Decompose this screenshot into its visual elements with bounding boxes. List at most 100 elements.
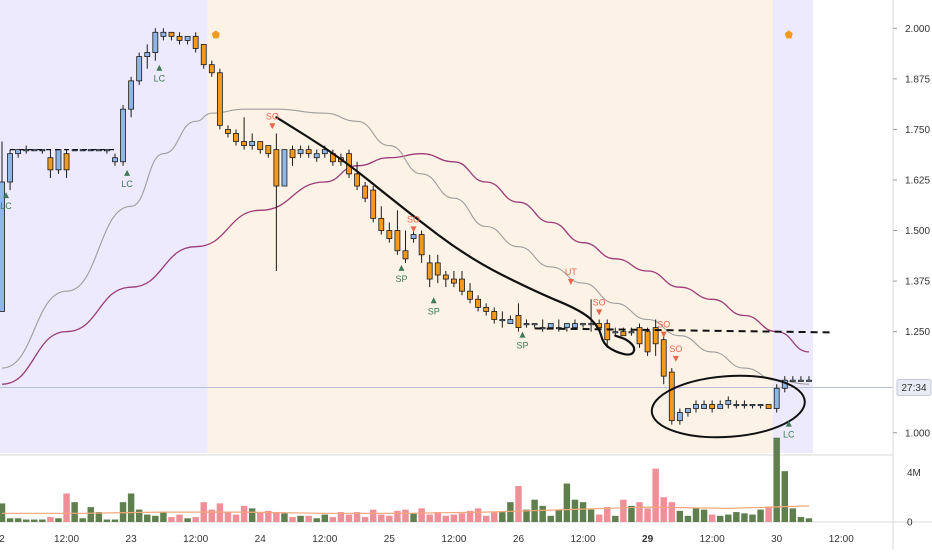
candle-body <box>806 379 812 382</box>
candle <box>281 149 288 187</box>
candle <box>176 32 183 45</box>
candle <box>798 376 804 382</box>
volume-bar <box>628 505 635 522</box>
slow-moving-average <box>1 153 810 385</box>
volume-bar <box>361 517 369 522</box>
volume-bar <box>789 508 797 522</box>
signal-lc: LC <box>783 420 795 440</box>
volume-bar <box>507 502 514 522</box>
candle <box>709 400 716 413</box>
volume-bar <box>369 509 377 522</box>
candle-body <box>701 404 707 409</box>
volume-bar <box>305 515 312 522</box>
candle-body <box>23 149 30 152</box>
candle <box>475 295 482 312</box>
volume-bar <box>297 515 304 522</box>
price-tick-label: 1.625 <box>905 175 930 186</box>
volume-bar <box>579 502 587 522</box>
volume-tick-label: 4M <box>907 468 921 479</box>
volume-pane <box>0 437 813 522</box>
time-axis[interactable]: 2 12:00 23 12:00 24 12:00 25 12:00 26 12:00 29 12:0… <box>0 534 854 545</box>
volume-bar <box>716 515 724 522</box>
candle <box>15 149 22 158</box>
candle <box>370 186 377 223</box>
volume-bar <box>321 514 329 522</box>
volume-bar <box>386 515 393 522</box>
volume-bar <box>499 512 506 522</box>
candle <box>249 133 256 150</box>
candle <box>693 400 699 413</box>
candle <box>717 400 724 409</box>
volume-bar <box>119 502 127 522</box>
volume-bar <box>563 483 571 522</box>
signal-sp: SP <box>428 297 440 316</box>
volume-bar <box>474 508 482 522</box>
volume-bar <box>620 499 627 522</box>
volume-bar <box>103 519 111 522</box>
candle <box>418 230 425 263</box>
volume-bar <box>660 497 667 522</box>
volume-bar <box>345 514 353 522</box>
volume-ma-line <box>2 505 810 514</box>
candle-body <box>580 323 586 326</box>
current-price-label: 27:34 <box>901 383 926 394</box>
sell-triangle-icon <box>567 279 574 286</box>
volume-bar <box>152 515 159 522</box>
volume-bar <box>394 510 401 522</box>
volume-bar <box>224 512 232 522</box>
candle-body <box>709 404 716 409</box>
price-axis[interactable]: 2.000 1.875 1.750 1.625 1.500 1.375 1.250 1.000… <box>893 0 932 529</box>
candle <box>208 60 215 77</box>
volume-bar <box>378 514 385 522</box>
buy-triangle-icon <box>124 169 131 176</box>
candle <box>451 270 457 288</box>
volume-bar <box>79 518 86 522</box>
time-tick-label: 30 <box>771 534 783 545</box>
volume-bar <box>14 518 22 522</box>
session-backgrounds <box>0 0 814 453</box>
candle <box>789 376 796 382</box>
volume-bar <box>402 509 409 522</box>
candle <box>604 319 611 348</box>
candle-body <box>588 323 594 326</box>
candle <box>434 254 441 284</box>
candle <box>499 311 506 328</box>
volume-bar <box>71 502 78 522</box>
volume-bar <box>733 512 740 522</box>
candle-body <box>668 371 675 422</box>
sell-triangle-icon <box>660 331 667 338</box>
signal-label: LC <box>121 179 133 189</box>
candle-body <box>7 153 13 183</box>
candle <box>128 76 135 118</box>
candle-body <box>442 274 449 280</box>
candle-body <box>733 404 740 407</box>
time-tick-label: 29 <box>642 534 654 545</box>
volume-bar <box>135 509 143 522</box>
signal-label: SP <box>516 341 528 351</box>
signal-so: SO <box>657 320 670 338</box>
candle <box>701 400 707 409</box>
time-tick-label: 12:00 <box>700 534 725 545</box>
volume-bar <box>232 514 240 522</box>
candle <box>192 32 199 53</box>
candle <box>47 149 54 178</box>
candle-body <box>507 319 514 324</box>
volume-bar <box>757 509 764 522</box>
volume-bar <box>595 514 603 522</box>
candle <box>467 283 473 304</box>
signal-label: UT <box>565 267 577 277</box>
candle <box>547 323 554 329</box>
volume-bar <box>281 513 288 522</box>
candle <box>636 323 643 348</box>
candle <box>265 145 272 158</box>
candle <box>386 222 393 243</box>
volume-bar <box>127 493 135 522</box>
candle-body <box>216 72 223 126</box>
volume-bar <box>144 514 151 522</box>
candle <box>168 31 175 41</box>
signal-lc: LC <box>0 192 12 211</box>
candle <box>152 28 159 61</box>
volume-bar <box>491 512 498 522</box>
